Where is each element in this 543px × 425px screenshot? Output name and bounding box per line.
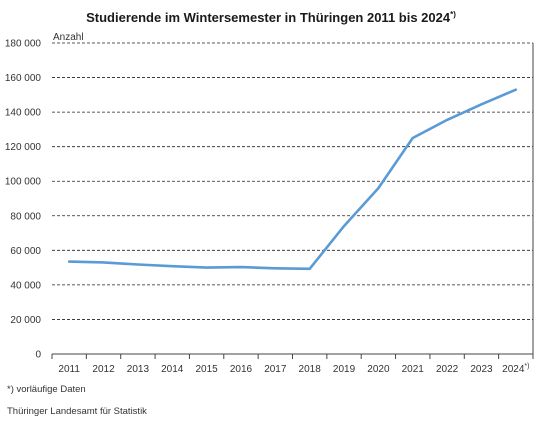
x-tick-label: 2017 <box>264 364 287 375</box>
chart-title-footnote-marker: *) <box>450 10 456 19</box>
data-point <box>205 266 207 268</box>
y-tick-label: 60 000 <box>10 246 41 257</box>
x-tick-label: 2013 <box>127 364 150 375</box>
y-tick-label: 120 000 <box>5 142 42 153</box>
x-tick-label: 2020 <box>367 364 390 375</box>
data-point <box>308 268 310 270</box>
grid-lines <box>51 42 534 359</box>
y-tick-label: 160 000 <box>5 73 42 84</box>
data-point <box>171 265 173 267</box>
data-point <box>240 266 242 268</box>
x-tick-label: 2018 <box>299 364 322 375</box>
data-point <box>102 261 104 263</box>
data-series <box>67 88 518 271</box>
source-note: Thüringer Landesamt für Statistik <box>7 406 147 417</box>
data-point <box>515 88 517 90</box>
x-tick-label: 2019 <box>333 364 356 375</box>
x-tick-label: 2016 <box>230 364 253 375</box>
x-tick-label: 2022 <box>436 364 459 375</box>
y-tick-label: 180 000 <box>5 39 42 50</box>
y-tick-label: 20 000 <box>10 315 41 326</box>
y-tick-label: 80 000 <box>10 211 41 222</box>
x-tick-label: 2011 <box>58 364 80 375</box>
x-tick-label: 2024*) <box>502 363 529 375</box>
y-tick-label: 100 000 <box>5 177 42 188</box>
y-tick-label: 0 <box>35 350 41 361</box>
line-chart: Studierende im Wintersemester in Thüring… <box>5 10 534 375</box>
data-point <box>480 103 482 105</box>
y-tick-label: 140 000 <box>5 108 42 119</box>
data-point <box>137 263 139 265</box>
x-tick-label: 2015 <box>195 364 218 375</box>
x-tick-labels: 2011 2012 2013 2014 2015 2016 2017 2018 2019 2020… <box>58 363 529 375</box>
x-tick-label: 2023 <box>470 364 493 375</box>
data-point <box>377 187 379 189</box>
data-point <box>274 267 276 269</box>
y-tick-label: 40 000 <box>10 280 41 291</box>
x-tick-label: 2014 <box>161 364 184 375</box>
y-axis-label: Anzahl <box>53 32 84 43</box>
y-tick-labels: 0 20 000 40 000 60 000 80 000 100 000 120 000 1… <box>5 39 42 361</box>
x-tick-label: 2012 <box>92 364 115 375</box>
data-point <box>68 260 70 262</box>
footnote: *) vorläufige Daten <box>7 384 86 395</box>
data-point <box>446 119 448 121</box>
data-point <box>412 137 414 139</box>
x-tick-label: 2021 <box>402 364 425 375</box>
data-point <box>343 225 345 227</box>
series-line-0 <box>67 88 518 271</box>
chart-title-group: Studierende im Wintersemester in Thüring… <box>86 10 456 25</box>
chart-title: Studierende im Wintersemester in Thüring… <box>86 10 451 25</box>
